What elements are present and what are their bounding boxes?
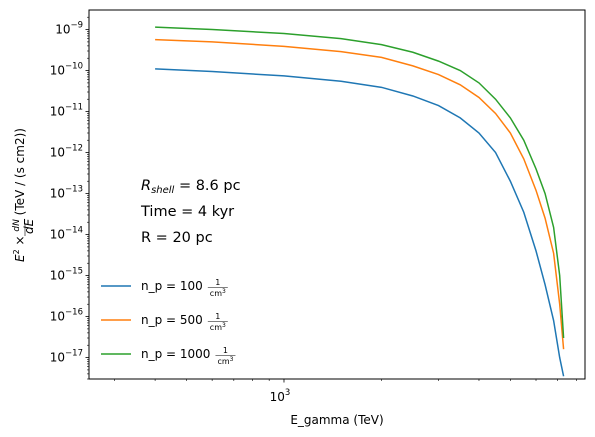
y-tick-label: 10−14 [50, 226, 83, 242]
legend-unit-numerator: 1 [223, 346, 228, 355]
y-tick-label: 10−12 [50, 144, 83, 160]
plot-frame [88, 9, 586, 380]
ticks-layer: 10−9 10−10 10−11 10−12 10−13 10−14 10−15 10−16 1… [50, 16, 577, 404]
legend-label-0: n_p = 100 [141, 279, 203, 293]
y-tick-label: 10−11 [50, 103, 83, 119]
legend-unit-denominator: cm3 [210, 288, 226, 298]
y-tick-label: 10−17 [50, 349, 83, 365]
legend-label-2: n_p = 1000 [141, 347, 210, 361]
series-line-1 [155, 38, 565, 350]
series-line-0 [155, 68, 565, 377]
svg-text:dE: dE [22, 218, 36, 234]
legend-label-1: n_p = 500 [141, 313, 203, 327]
annotation-radius: R = 20 pc [141, 230, 213, 246]
y-tick-label: 10−10 [50, 62, 83, 78]
annotation-rshell: Rshell = 8.6 pc [141, 178, 241, 196]
y-tick-label: 10−16 [50, 308, 83, 324]
plot-background [89, 10, 585, 379]
x-tick-label: 103 [270, 388, 291, 404]
series-layer [155, 26, 565, 377]
y-tick-label: 10−15 [50, 267, 83, 283]
series-line-2 [155, 26, 565, 339]
svg-text:E2 × dN (TeV / (s cm2)): E2 × dN (TeV / (s cm2)) [12, 128, 27, 262]
y-axis-label: E2 × dN (TeV / (s cm2)) dE [12, 128, 36, 262]
annotation-time: Time = 4 kyr [140, 204, 234, 220]
legend-unit-denominator: cm3 [210, 322, 226, 332]
x-axis-label: E_gamma (TeV) [290, 413, 383, 427]
y-tick-label: 10−13 [50, 185, 83, 201]
y-tick-label: 10−9 [55, 21, 83, 37]
legend-unit-numerator: 1 [215, 312, 220, 321]
legend-unit-denominator: cm3 [217, 356, 233, 366]
legend-unit-numerator: 1 [215, 278, 220, 287]
